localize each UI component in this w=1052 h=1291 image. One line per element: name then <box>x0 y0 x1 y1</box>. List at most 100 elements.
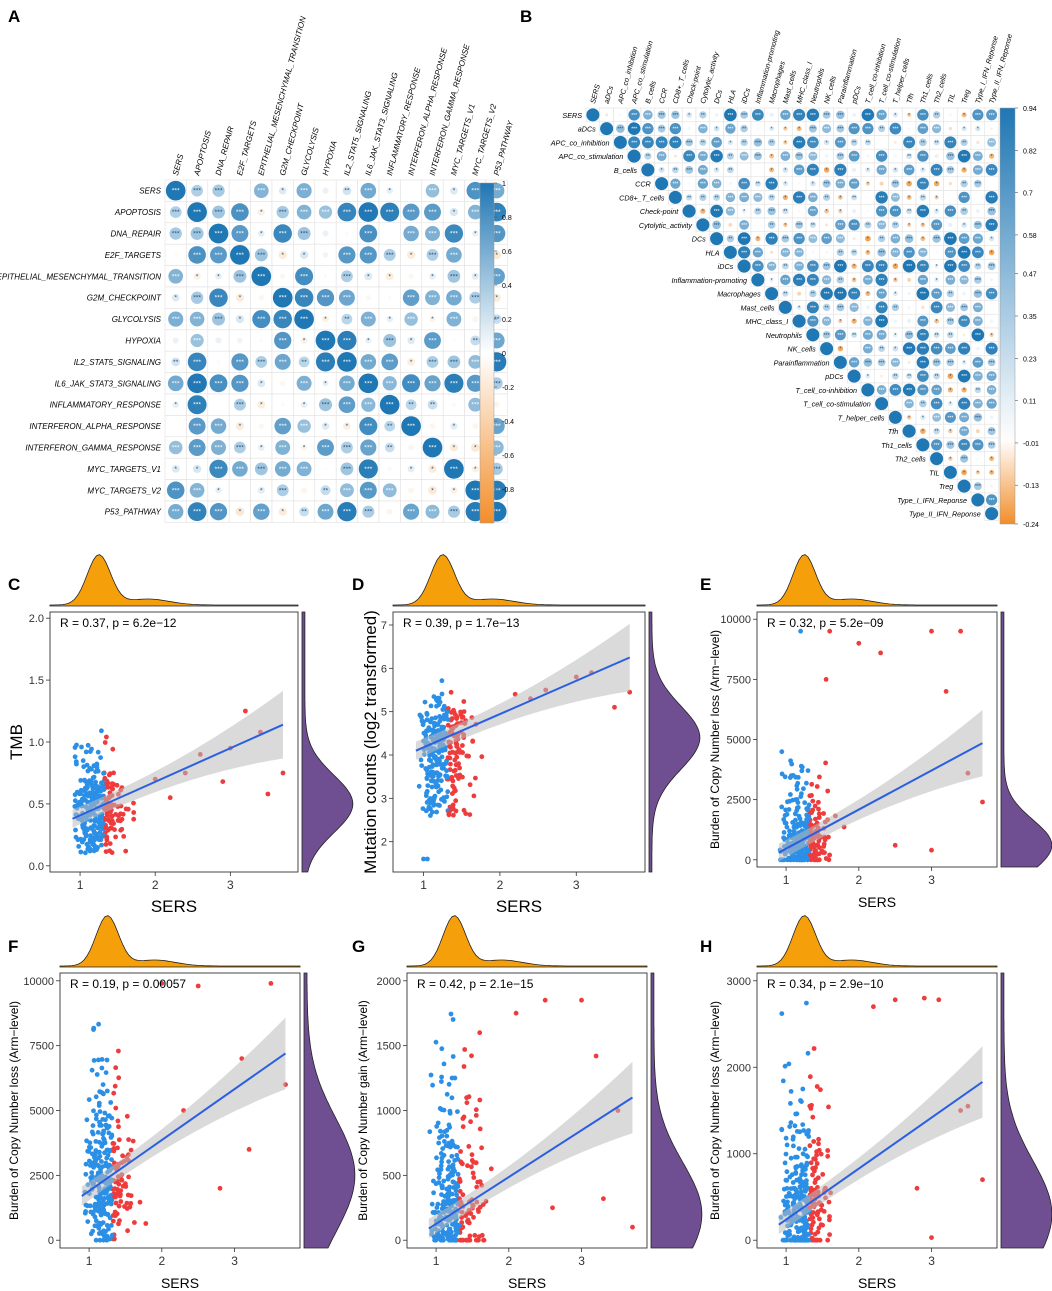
significance-mark: *** <box>386 402 394 409</box>
scatter-point <box>465 1218 470 1224</box>
scatter-panel-H: R = 0.34, p = 2.9e−101 2 30100020003000SER… <box>708 915 1052 1291</box>
scatter-point <box>779 1126 785 1132</box>
heatmap-bubble <box>189 482 205 498</box>
significance-mark: *** <box>193 487 201 494</box>
scatter-point <box>99 780 104 786</box>
y-density <box>303 972 356 1249</box>
heatmap-bubble <box>907 319 912 324</box>
scatter-point <box>455 1171 461 1177</box>
significance-mark: ** <box>852 333 856 339</box>
significance-mark: * <box>260 209 263 216</box>
scatter-point <box>243 708 248 714</box>
significance-mark: * <box>991 470 993 476</box>
x-tick-label: 2 <box>497 878 504 892</box>
significance-mark: *** <box>769 209 775 215</box>
significance-mark: *** <box>837 223 843 229</box>
significance-mark: *** <box>961 154 967 160</box>
heatmap-bubble <box>935 251 938 254</box>
y-tick-label: 3 <box>381 793 387 805</box>
significance-mark: ** <box>323 487 329 494</box>
significance-mark: * <box>324 316 327 323</box>
y-tick-label: 3000 <box>727 976 751 988</box>
heatmap-bubble <box>468 354 483 369</box>
heatmap-bubble <box>315 330 336 351</box>
significance-mark: *** <box>975 374 981 380</box>
significance-mark: * <box>894 292 896 298</box>
scatter-point <box>97 1220 103 1226</box>
significance-mark: ** <box>852 140 856 146</box>
scatter-point <box>91 1025 97 1031</box>
significance-mark: * <box>922 168 924 174</box>
heatmap-bubble <box>892 112 898 118</box>
heatmap-bubble <box>410 189 412 192</box>
significance-mark: * <box>908 223 910 229</box>
heatmap-bubble <box>359 481 377 499</box>
significance-mark: * <box>303 402 306 409</box>
scatter-point <box>464 753 470 759</box>
significance-mark: ** <box>756 182 760 188</box>
significance-mark: *** <box>215 445 223 452</box>
heatmap-bubble <box>253 183 269 199</box>
scatter-point <box>542 997 548 1003</box>
scatter-point <box>84 841 90 847</box>
significance-mark: *** <box>865 347 871 353</box>
heatmap-bubble <box>687 182 691 185</box>
significance-mark: ** <box>494 316 500 323</box>
scatter-point <box>81 837 87 842</box>
heatmap-bubble <box>169 227 182 240</box>
heatmap-bubble <box>879 181 884 186</box>
heatmap-bubble <box>360 354 377 370</box>
scatter-point <box>94 761 100 767</box>
significance-mark: *** <box>837 264 843 270</box>
scatter-point <box>109 1157 114 1162</box>
colorbar-tick-label: 0.8 <box>502 215 512 222</box>
scatter-point <box>87 1144 92 1150</box>
heatmap-bubble <box>876 109 887 121</box>
scatter-point <box>100 1090 105 1096</box>
significance-mark: *** <box>824 278 830 284</box>
significance-mark: *** <box>934 168 940 174</box>
scatter-point <box>792 829 797 835</box>
scatter-point <box>437 762 443 767</box>
scatter-point <box>84 1117 90 1123</box>
scatter-point <box>83 1171 89 1177</box>
scatter-point <box>93 1237 99 1243</box>
significance-mark: *** <box>700 168 706 174</box>
heatmap-bubble <box>657 110 666 119</box>
heatmap-bubble <box>259 338 264 343</box>
significance-mark: *** <box>429 338 437 345</box>
significance-mark: *** <box>975 223 981 229</box>
significance-mark: *** <box>407 231 415 238</box>
heatmap-bubble <box>962 333 966 337</box>
significance-mark: * <box>867 374 869 380</box>
significance-mark: *** <box>279 487 287 494</box>
scatter-point <box>88 1231 94 1237</box>
heatmap-bubble <box>986 109 998 121</box>
scatter-point <box>110 1141 116 1146</box>
heatmap-bubble <box>769 112 774 117</box>
x-tick-label: 1 <box>433 1254 440 1268</box>
scatter-point <box>790 797 796 803</box>
row-label: CD8+_T_cells <box>619 193 665 202</box>
column-label: SERS <box>171 153 186 177</box>
significance-mark: *** <box>810 113 816 119</box>
heatmap-bubble <box>917 150 929 162</box>
scatter-point <box>101 1201 106 1206</box>
significance-mark: *** <box>851 154 857 160</box>
heatmap-bubble <box>272 287 293 308</box>
panel-label-G: G <box>352 937 365 956</box>
heatmap-bubble <box>338 289 355 306</box>
scatter-point <box>787 1232 793 1237</box>
significance-mark: *** <box>879 333 885 339</box>
heatmap-bubble <box>852 209 857 214</box>
x-axis-label: SERS <box>508 1275 546 1291</box>
significance-mark: * <box>410 338 413 345</box>
significance-mark: ** <box>976 264 980 270</box>
scatter-point <box>449 1095 455 1101</box>
heatmap-bubble <box>671 110 680 120</box>
significance-mark: *** <box>714 140 720 146</box>
significance-mark: *** <box>343 402 351 409</box>
significance-mark: *** <box>471 295 479 302</box>
scatter-point <box>268 981 274 986</box>
heatmap-bubble <box>338 246 356 264</box>
